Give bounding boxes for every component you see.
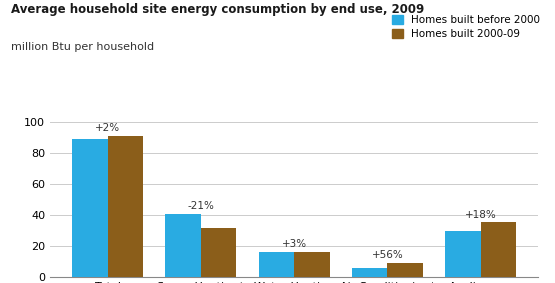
Bar bbox=[72, 139, 108, 277]
Bar bbox=[165, 213, 201, 277]
Legend: Homes built before 2000, Homes built 2000-09: Homes built before 2000, Homes built 200… bbox=[388, 11, 544, 43]
Bar bbox=[108, 136, 143, 277]
Text: +56%: +56% bbox=[371, 250, 403, 260]
Bar bbox=[259, 252, 294, 277]
Text: +18%: +18% bbox=[465, 210, 497, 220]
Text: +3%: +3% bbox=[281, 239, 307, 249]
Text: Average household site energy consumption by end use, 2009: Average household site energy consumptio… bbox=[11, 3, 425, 16]
Bar bbox=[352, 268, 387, 277]
Bar bbox=[294, 252, 330, 277]
Text: +2%: +2% bbox=[95, 123, 120, 133]
Bar bbox=[445, 231, 481, 277]
Text: million Btu per household: million Btu per household bbox=[11, 42, 154, 52]
Bar bbox=[387, 263, 423, 277]
Text: -21%: -21% bbox=[188, 201, 214, 211]
Bar bbox=[201, 228, 236, 277]
Bar bbox=[481, 222, 516, 277]
